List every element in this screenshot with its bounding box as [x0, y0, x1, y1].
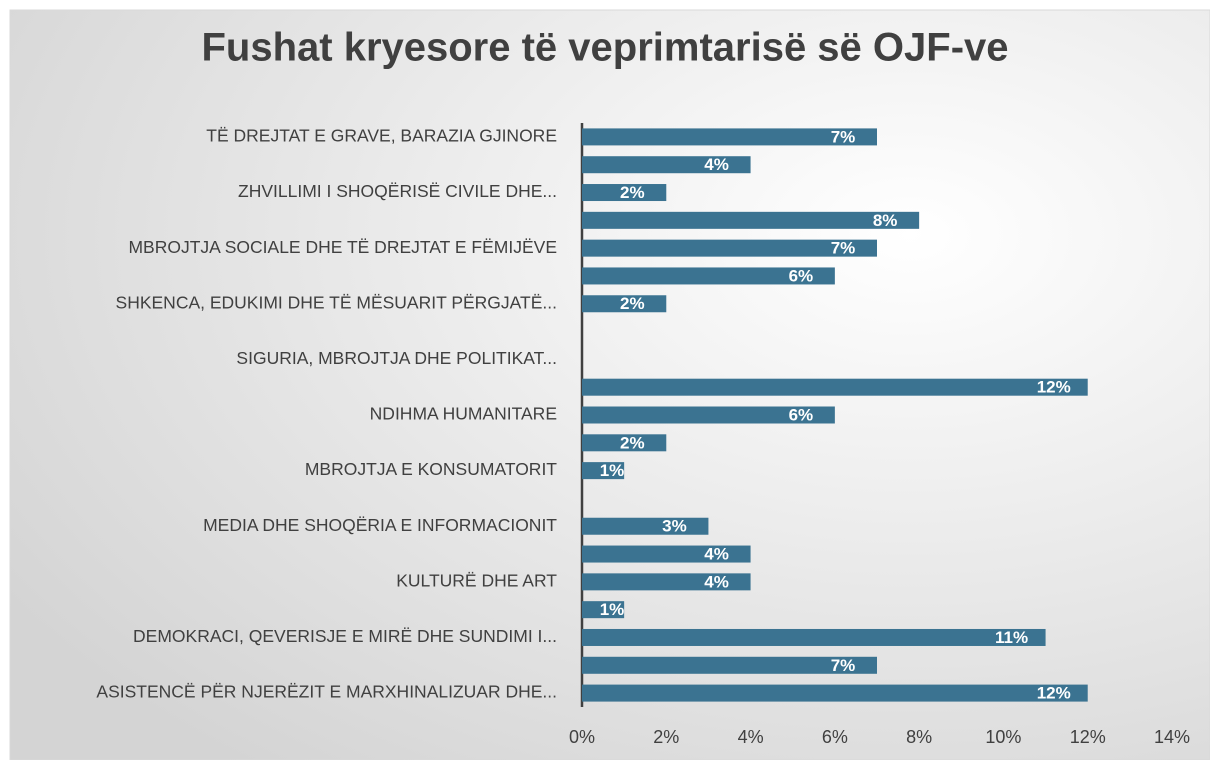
bar [582, 378, 1088, 396]
x-tick-label: 6% [822, 727, 848, 747]
data-label: 4% [704, 155, 729, 174]
bar [582, 184, 667, 202]
chart-title: Fushat kryesore të veprimtarisë së OJF-v… [201, 26, 1008, 70]
data-label: 7% [831, 239, 856, 258]
bar [582, 628, 1046, 646]
x-tick-label: 12% [1070, 727, 1106, 747]
x-tick-label: 2% [653, 727, 679, 747]
y-tick-label: NDIHMA HUMANITARE [370, 404, 557, 424]
y-tick-label: DEMOKRACI, QEVERISJE E MIRË DHE SUNDIMI … [133, 626, 557, 646]
y-tick-label: SHKENCA, EDUKIMI DHE TË MËSUARIT PËRGJAT… [116, 292, 557, 312]
y-tick-label: ZHVILLIMI I SHOQËRISË CIVILE DHE... [238, 181, 557, 201]
bar [582, 406, 835, 424]
data-label: 7% [831, 656, 856, 675]
x-tick-label: 10% [985, 727, 1021, 747]
x-tick-label: 4% [738, 727, 764, 747]
bar [582, 239, 877, 257]
data-label: 6% [789, 405, 814, 424]
data-label: 1% [600, 600, 625, 619]
bar [582, 211, 920, 229]
data-label: 4% [704, 545, 729, 564]
bar [582, 684, 1088, 702]
data-label: 2% [620, 294, 645, 313]
y-tick-label: MBROJTJA E KONSUMATORIT [305, 459, 557, 479]
data-label: 8% [873, 211, 898, 230]
data-label: 12% [1037, 684, 1071, 703]
data-label: 3% [662, 517, 687, 536]
data-label: 12% [1037, 378, 1071, 397]
y-tick-label: ASISTENCË PËR NJERËZIT E MARXHINALIZUAR … [96, 682, 557, 702]
bar [582, 545, 751, 563]
y-tick-label: KULTURË DHE ART [396, 570, 557, 590]
bar [582, 656, 877, 674]
data-label: 6% [789, 266, 814, 285]
bar [582, 156, 751, 174]
x-tick-label: 8% [906, 727, 932, 747]
y-tick-label: TË DREJTAT E GRAVE, BARAZIA GJINORE [206, 126, 557, 146]
x-tick-label: 0% [569, 727, 595, 747]
bar [582, 601, 625, 619]
data-label: 2% [620, 433, 645, 452]
y-tick-label: MBROJTJA SOCIALE DHE TË DREJTAT E FËMIJË… [128, 237, 557, 257]
data-label: 11% [995, 628, 1028, 647]
bar [582, 295, 667, 313]
bar [582, 128, 877, 146]
data-label: 7% [831, 127, 856, 146]
bar [582, 462, 625, 480]
data-label: 2% [620, 183, 645, 202]
bar [582, 517, 709, 535]
y-tick-label: SIGURIA, MBROJTJA DHE POLITIKAT... [236, 348, 557, 368]
data-label: 4% [704, 572, 729, 591]
bar [582, 573, 751, 591]
bar [582, 267, 835, 285]
y-tick-label: MEDIA DHE SHOQËRIA E INFORMACIONIT [203, 515, 557, 535]
x-tick-label: 14% [1154, 727, 1190, 747]
data-label: 1% [600, 461, 625, 480]
bar [582, 434, 667, 452]
